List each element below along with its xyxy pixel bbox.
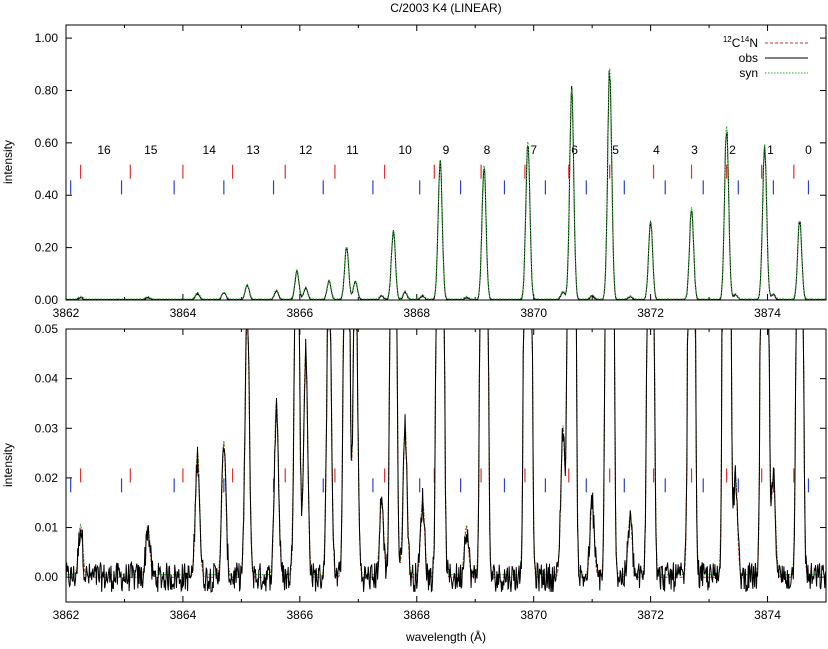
- top-line-markers: [70, 164, 810, 195]
- y-tick-label: 0.00: [35, 570, 59, 584]
- x-axis-label: wavelength (Å): [405, 629, 486, 644]
- x-tick-label: 3870: [520, 306, 547, 320]
- x-tick-label: 3870: [520, 608, 547, 622]
- band-label: 11: [346, 143, 359, 157]
- bottom-obs-series: [65, 328, 827, 593]
- band-label: 4: [653, 143, 660, 157]
- band-label: 5: [612, 143, 619, 157]
- top-plot-frame: [65, 24, 827, 301]
- band-number-labels: 16 15 14 13 12 11 10 9 8 7 6 5 4 3 2 1 0: [97, 143, 812, 157]
- y-tick-label: 0.03: [35, 421, 59, 435]
- band-label: 16: [97, 143, 111, 157]
- legend-syn-label: syn: [739, 66, 758, 80]
- y-tick-label: 0.01: [35, 521, 59, 535]
- x-tick-label: 3872: [637, 306, 664, 320]
- y-tick-label: 0.20: [35, 241, 59, 255]
- x-tick-label: 3866: [286, 306, 313, 320]
- band-label: 13: [246, 143, 260, 157]
- legend-cn-label: 12C14N: [723, 35, 758, 50]
- top-obs-series: [65, 70, 826, 301]
- chart-title: C/2003 K4 (LINEAR): [390, 1, 501, 15]
- legend: 12C14N obs syn: [723, 35, 808, 80]
- x-tick-label: 3874: [754, 306, 781, 320]
- y-tick-label: 0.05: [35, 322, 59, 336]
- y-tick-label: 0.04: [35, 372, 59, 386]
- top-syn-series: [66, 68, 826, 300]
- legend-obs-label: obs: [739, 51, 758, 65]
- y-tick-label: 0.00: [35, 293, 59, 307]
- bottom-plot-frame: [65, 328, 827, 603]
- top-panel: 3862 3864 3866 3868 3870 3872 38740.000.200.40…: [1, 24, 827, 320]
- x-tick-label: 3868: [403, 608, 430, 622]
- y-tick-label: 0.40: [35, 188, 59, 202]
- bottom-axis-ticks: 3862 3864 3866 3868 3870 3872 3874 0.00 0.01 0.02…: [35, 322, 826, 622]
- x-tick-label: 3872: [637, 608, 664, 622]
- x-tick-label: 3862: [53, 306, 80, 320]
- top-y-axis-label: intensity: [1, 140, 15, 184]
- band-label: 1: [767, 143, 774, 157]
- x-tick-label: 3862: [53, 608, 80, 622]
- band-label: 6: [571, 143, 578, 157]
- y-tick-label: 0.60: [35, 136, 59, 150]
- x-tick-label: 3874: [754, 608, 781, 622]
- band-label: 2: [729, 143, 736, 157]
- x-tick-label: 3868: [403, 306, 430, 320]
- x-tick-label: 3864: [170, 306, 197, 320]
- band-label: 15: [144, 143, 158, 157]
- band-label: 8: [484, 143, 491, 157]
- bottom-line-markers: [70, 468, 810, 493]
- band-label: 7: [530, 143, 537, 157]
- x-tick-label: 3866: [286, 608, 313, 622]
- bottom-panel: 3862 3864 3866 3868 3870 3872 3874 0.00 0.01 0.02…: [1, 322, 827, 644]
- band-label: 10: [398, 143, 412, 157]
- band-label: 14: [203, 143, 217, 157]
- y-tick-label: 0.02: [35, 471, 59, 485]
- y-tick-label: 1.00: [35, 31, 59, 45]
- y-tick-label: 0.80: [35, 83, 59, 97]
- band-label: 12: [299, 143, 313, 157]
- band-label: 9: [443, 143, 450, 157]
- band-label: 0: [805, 143, 812, 157]
- x-tick-label: 3864: [170, 608, 197, 622]
- band-label: 3: [691, 143, 698, 157]
- top-axis-ticks: 3862 3864 3866 3868 3870 3872 38740.000.200.40…: [35, 25, 826, 320]
- bottom-y-axis-label: intensity: [1, 443, 15, 487]
